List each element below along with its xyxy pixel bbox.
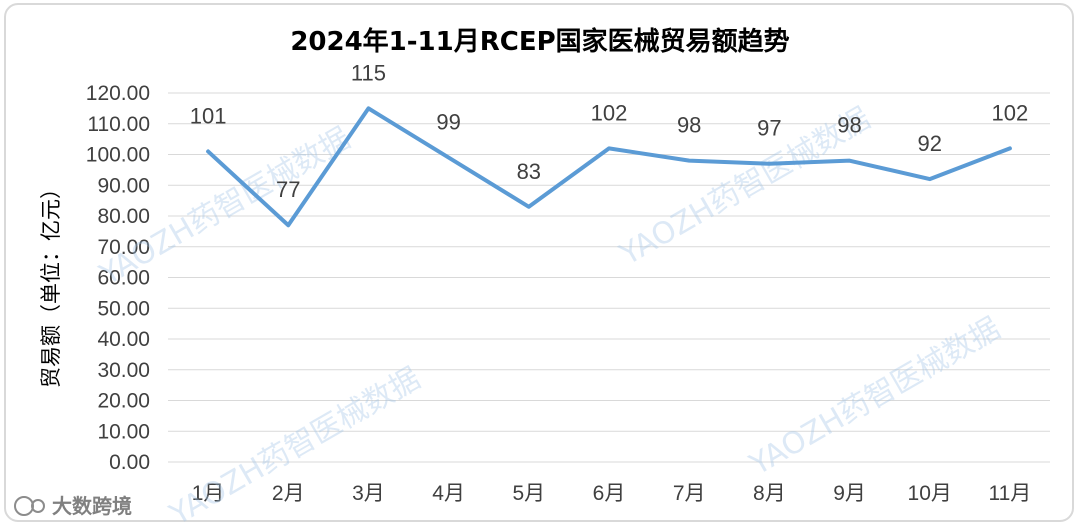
watermark: YAOZH药智医械数据	[743, 311, 1006, 483]
y-tick-label: 20.00	[97, 390, 150, 413]
x-tick-label: 4月	[432, 482, 465, 505]
x-tick-label: 6月	[593, 482, 626, 505]
data-labels: 101 77 115 99 83 102 98 97 98 92 102	[190, 60, 1029, 202]
series-line	[206, 106, 1012, 228]
logo-icon	[14, 496, 34, 516]
y-tick-labels: 0.00 10.00 20.00 30.00 40.00 50.00 60.00 70.00 8…	[86, 82, 150, 474]
y-tick-label: 80.00	[97, 205, 150, 228]
data-label: 98	[837, 113, 861, 138]
data-label: 115	[351, 60, 386, 85]
chart-title: 2024年1-11月RCEP国家医械贸易额趋势	[290, 26, 789, 57]
y-tick-label: 120.00	[86, 82, 150, 105]
x-tick-label: 3月	[352, 482, 385, 505]
data-label: 101	[190, 103, 227, 128]
y-tick-label: 50.00	[97, 297, 150, 320]
x-tick-label: 7月	[673, 482, 706, 505]
logo-text: 大数跨境	[52, 494, 132, 518]
y-axis-label: 贸易额（单位：亿元）	[39, 178, 63, 388]
data-label: 98	[677, 113, 701, 138]
brand-logo: 大数跨境	[14, 494, 132, 518]
x-tick-label: 8月	[753, 482, 786, 505]
data-label: 99	[436, 110, 460, 135]
data-label: 97	[757, 116, 781, 141]
data-label: 77	[276, 177, 300, 202]
x-tick-label: 2月	[272, 482, 305, 505]
chart-frame	[4, 3, 1074, 522]
data-label: 102	[591, 100, 628, 125]
y-tick-label: 60.00	[97, 267, 150, 290]
data-label: 102	[992, 100, 1029, 125]
x-tick-labels: 1月 2月 3月 4月 5月 6月 7月 8月 9月 10月 11月	[192, 482, 1032, 505]
x-tick-label: 9月	[833, 482, 866, 505]
data-label: 92	[917, 131, 941, 156]
x-tick-label: 1月	[192, 482, 225, 505]
y-tick-label: 90.00	[97, 174, 150, 197]
y-tick-label: 0.00	[109, 451, 150, 474]
x-tick-label: 10月	[908, 482, 952, 505]
x-tick-label: 11月	[989, 482, 1032, 505]
x-tick-label: 5月	[512, 482, 545, 505]
y-tick-label: 110.00	[87, 113, 150, 136]
logo-icon-dot	[31, 499, 45, 513]
y-tick-label: 40.00	[97, 328, 150, 351]
data-label: 83	[517, 159, 541, 184]
y-tick-label: 70.00	[97, 236, 150, 259]
y-tick-label: 30.00	[97, 359, 150, 382]
y-tick-label: 10.00	[97, 420, 150, 443]
y-tick-label: 100.00	[86, 144, 150, 167]
